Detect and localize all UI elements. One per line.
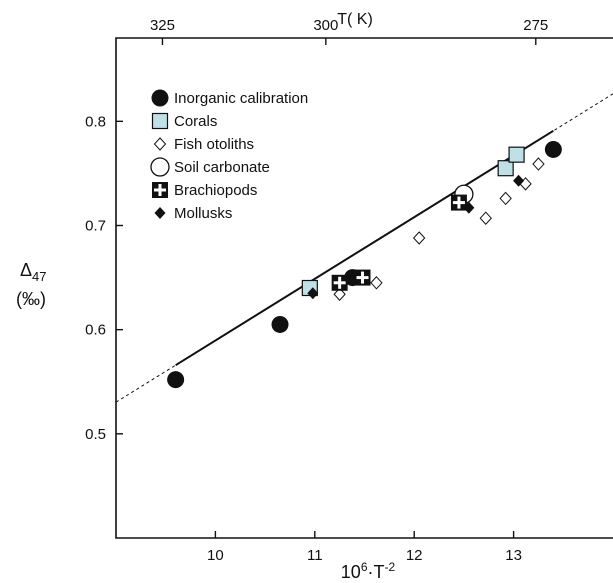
legend-marker-brachiopods <box>152 182 168 198</box>
x-axis-title-exp2: -2 <box>385 560 396 574</box>
point-fish-otoliths-6 <box>532 157 545 171</box>
legend-marker-inorganic-calibration <box>151 89 169 107</box>
x-tick-label-11: 11 <box>307 547 323 564</box>
y-tick-label-0.5: 0.5 <box>85 426 106 443</box>
point-corals-1 <box>497 160 514 177</box>
y-axis-title-delta: Δ <box>20 260 32 280</box>
x-axis-title-rest: ·T <box>368 562 385 582</box>
data-points <box>167 140 562 389</box>
regression-line <box>115 93 613 403</box>
legend-label-inorganic-calibration: Inorganic calibration <box>174 90 308 107</box>
legend-label-mollusks: Mollusks <box>174 205 232 222</box>
point-fish-otoliths-1 <box>370 276 383 290</box>
point-mollusks-2 <box>463 201 475 214</box>
x-axis-ticks: 10 11 12 13 <box>207 531 522 564</box>
top-axis-ticks: 325 300 275 <box>150 17 548 45</box>
point-inorganic-calibration-3 <box>544 140 562 158</box>
point-mollusks-1 <box>344 273 356 286</box>
y-tick-label-0.8: 0.8 <box>85 113 106 130</box>
x-tick-label-12: 12 <box>406 547 423 564</box>
point-mollusks-3 <box>513 174 525 187</box>
legend-label-fish-otoliths: Fish otoliths <box>174 136 254 153</box>
legend: Inorganic calibration Corals Fish otoliths… <box>150 89 308 222</box>
point-mollusks-0 <box>307 287 319 300</box>
top-tick-label-275: 275 <box>523 17 548 34</box>
top-tick-label-300: 300 <box>313 17 338 34</box>
point-fish-otoliths-0 <box>333 287 346 301</box>
x-axis-title-base: 10 <box>341 562 361 582</box>
plot-frame <box>115 37 613 539</box>
top-axis-title: T( K) <box>337 11 373 28</box>
legend-marker-fish-otoliths <box>153 137 167 151</box>
y-tick-label-0.6: 0.6 <box>85 322 106 339</box>
y-tick-label-0.7: 0.7 <box>85 218 106 235</box>
y-axis-title-sub: 47 <box>32 269 46 284</box>
y-axis-title: Δ47 <box>20 260 47 284</box>
point-corals-2 <box>508 146 525 163</box>
y-axis-unit: (‰) <box>16 289 46 309</box>
top-tick-label-325: 325 <box>150 17 175 34</box>
legend-label-brachiopods: Brachiopods <box>174 182 257 199</box>
legend-label-corals: Corals <box>174 113 217 130</box>
x-axis-title: 106·T-2 <box>341 560 396 582</box>
point-fish-otoliths-3 <box>479 211 492 225</box>
legend-marker-soil-carbonate <box>150 157 170 177</box>
plot-border <box>115 37 613 539</box>
point-brachiopods-2 <box>450 194 467 211</box>
x-axis-title-exp: 6 <box>361 560 368 574</box>
point-inorganic-calibration-0 <box>167 371 185 389</box>
point-brachiopods-1 <box>354 269 371 286</box>
x-tick-label-13: 13 <box>505 547 522 564</box>
legend-marker-mollusks <box>154 207 166 219</box>
x-tick-label-10: 10 <box>207 547 224 564</box>
point-fish-otoliths-4 <box>499 191 512 206</box>
point-fish-otoliths-2 <box>412 231 426 245</box>
point-brachiopods-0 <box>331 274 348 291</box>
legend-marker-corals <box>151 112 169 130</box>
point-inorganic-calibration-1 <box>271 315 289 333</box>
y-axis-ticks: 0.5 0.6 0.7 0.8 <box>85 113 123 443</box>
regression-line-solid <box>175 129 554 367</box>
legend-label-soil-carbonate: Soil carbonate <box>174 159 270 176</box>
